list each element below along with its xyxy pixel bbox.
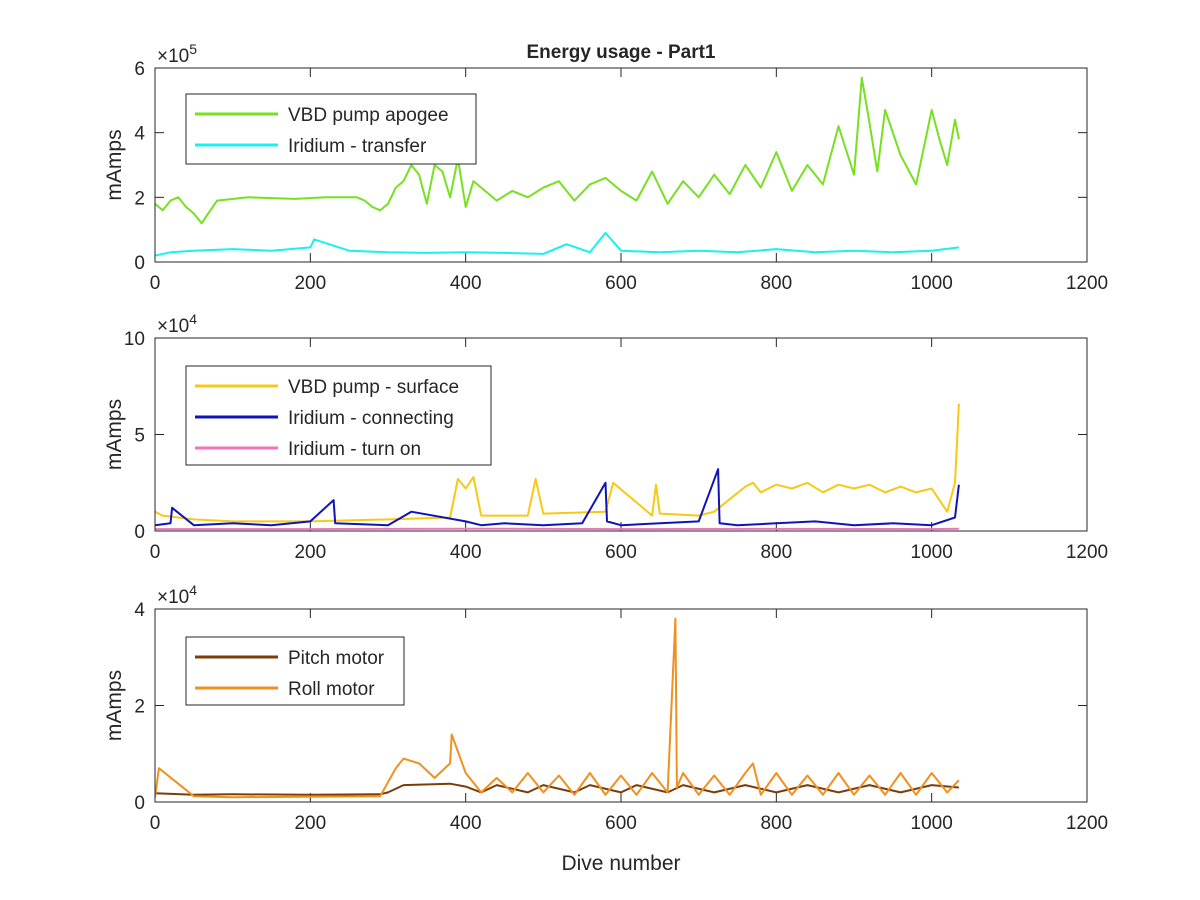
x-tick-label: 1200 [1066,542,1108,563]
x-tick-label: 600 [605,542,637,563]
y-axis-label: mAmps [103,670,126,741]
y-exponent-power: 5 [189,41,197,57]
series-line [155,782,959,796]
x-tick-label: 0 [150,813,161,834]
legend: VBD pump - surface Iridium - connecting Ir… [185,365,492,466]
x-tick-label: 0 [150,542,161,563]
legend-entry-label: Pitch motor [288,648,385,669]
x-tick-label: 400 [450,273,482,294]
x-tick-label: 1000 [911,273,953,294]
y-tick-label: 0 [134,522,145,543]
y-tick-label: 0 [134,793,145,814]
axes-box [154,67,1088,263]
legend-entry-label: VBD pump apogee [288,105,449,126]
legend-entry-label: VBD pump - surface [288,377,459,398]
y-tick-label: 2 [134,697,145,718]
x-tick-label: 0 [150,273,161,294]
y-tick-label: 4 [134,124,145,145]
x-tick-label: 1200 [1066,273,1108,294]
series-line [155,76,960,225]
x-tick-label: 800 [760,542,792,563]
x-tick-label: 200 [294,813,326,834]
y-tick-label: 4 [134,600,145,621]
y-axis-label: mAmps [103,129,126,200]
x-tick-label: 600 [605,273,637,294]
x-tick-label: 400 [450,542,482,563]
legend: VBD pump apogee Iridium - transfer [185,93,477,165]
axes-box [154,608,1088,803]
series-line [155,468,960,527]
x-axis-label: Dive number [561,852,680,875]
legend-entry-label: Iridium - turn on [288,439,421,460]
x-tick-label: 800 [760,273,792,294]
y-tick-label: 5 [134,426,145,447]
x-tick-label: 200 [294,273,326,294]
y-exponent-power: 4 [189,311,197,327]
legend: Pitch motor Roll motor [185,636,405,706]
y-tick-label: 0 [134,253,145,274]
series-line [155,403,960,523]
legend-entry-label: Iridium - connecting [288,408,454,429]
x-tick-label: 200 [294,542,326,563]
legend-box [185,636,405,706]
y-axis-label: mAmps [103,399,126,470]
y-tick-label: 6 [134,59,145,80]
series-line [155,231,960,257]
x-tick-label: 600 [605,813,637,834]
y-exponent-power: 4 [189,582,197,598]
legend-box [185,93,477,165]
axes-box [154,337,1088,532]
figure-title: Energy usage - Part1 [526,42,715,63]
y-tick-label: 2 [134,188,145,209]
series-line [155,617,960,799]
x-tick-label: 1200 [1066,813,1108,834]
x-tick-label: 800 [760,813,792,834]
x-tick-label: 400 [450,813,482,834]
x-tick-label: 1000 [911,813,953,834]
y-tick-label: 10 [124,329,145,350]
legend-entry-label: Iridium - transfer [288,136,427,157]
legend-entry-label: Roll motor [288,679,375,700]
x-tick-label: 1000 [911,542,953,563]
